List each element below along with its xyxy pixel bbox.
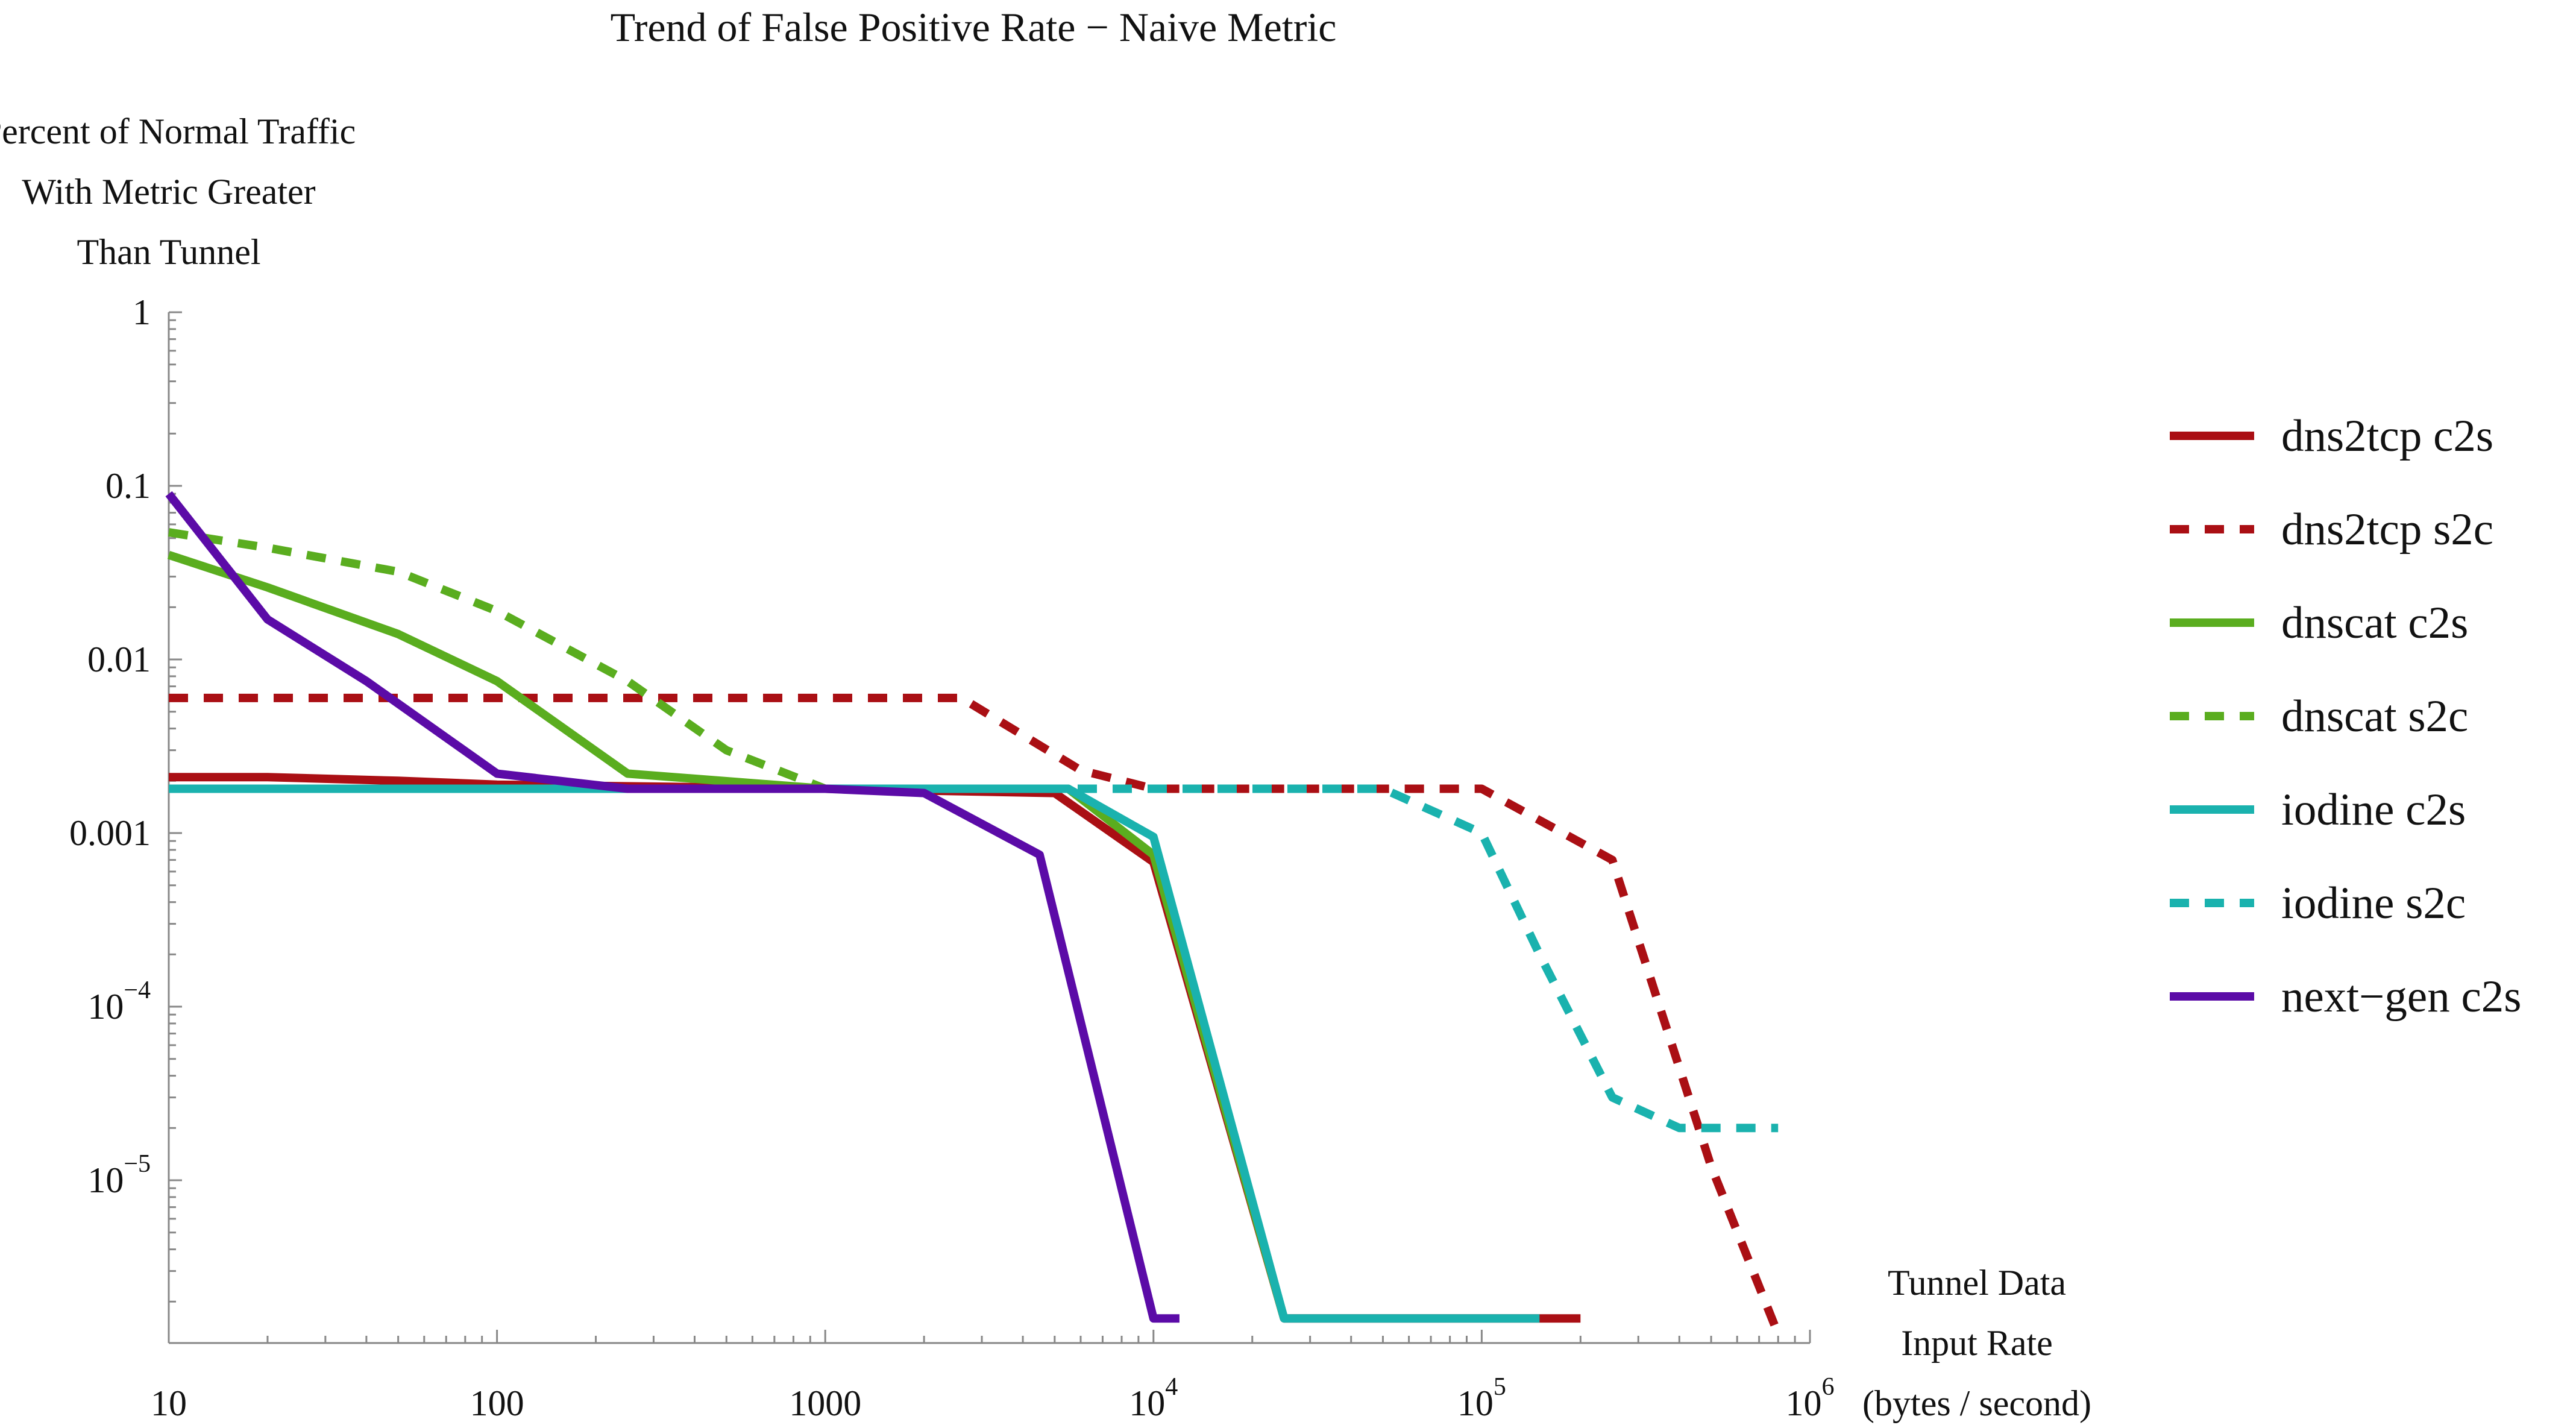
y-axis-label-line: Than Tunnel — [77, 232, 260, 272]
legend-label: next−gen c2s — [2281, 972, 2521, 1022]
x-tick-label: 10 — [151, 1383, 187, 1423]
x-tick-exponent: 5 — [1494, 1373, 1506, 1401]
series-line — [167, 550, 1289, 1320]
series-line — [169, 693, 1782, 1336]
y-axis-label: Percent of Normal Traffic With Metric Gre… — [0, 112, 356, 272]
x-axis-label-line: Tunnel Data — [1888, 1263, 2066, 1303]
y-tick-exponent: −4 — [124, 977, 151, 1004]
series-line — [169, 784, 1779, 1133]
x-tick-exponent: 4 — [1165, 1373, 1178, 1401]
x-tick-label: 1000 — [789, 1383, 861, 1423]
legend-label: dns2tcp s2c — [2281, 505, 2493, 555]
legend-label: iodine s2c — [2281, 878, 2466, 928]
y-tick-label: 0.001 — [69, 813, 151, 853]
x-axis-label: Tunnel Data Input Rate (bytes / second) — [1862, 1263, 2091, 1423]
y-tick-label: 0.01 — [87, 640, 151, 679]
y-tick-exponent: −5 — [124, 1150, 151, 1178]
legend-label: dnscat s2c — [2281, 691, 2468, 741]
y-tick-label: 0.1 — [105, 466, 151, 506]
legend: dns2tcp c2s dns2tcp s2c dnscat c2s dnscat s… — [2170, 411, 2521, 1022]
x-tick-exponent: 6 — [1822, 1373, 1835, 1401]
legend-label: dns2tcp c2s — [2281, 411, 2493, 461]
y-axis-label-line: With Metric Greater — [22, 172, 315, 212]
chart-title: Trend of False Positive Rate − Naive Met… — [611, 4, 1337, 50]
x-axis-label-line: Input Rate — [1901, 1323, 2053, 1363]
legend-label: dnscat c2s — [2281, 598, 2468, 648]
y-axis-label-line: Percent of Normal Traffic — [0, 112, 356, 151]
legend-label: iodine c2s — [2281, 785, 2466, 835]
x-axis-label-line: (bytes / second) — [1862, 1383, 2091, 1423]
y-tick-label: 1 — [133, 292, 151, 332]
series-line — [168, 528, 827, 793]
x-tick-label: 100 — [470, 1383, 524, 1423]
series-line — [165, 491, 1180, 1323]
series-layer — [165, 491, 1782, 1336]
